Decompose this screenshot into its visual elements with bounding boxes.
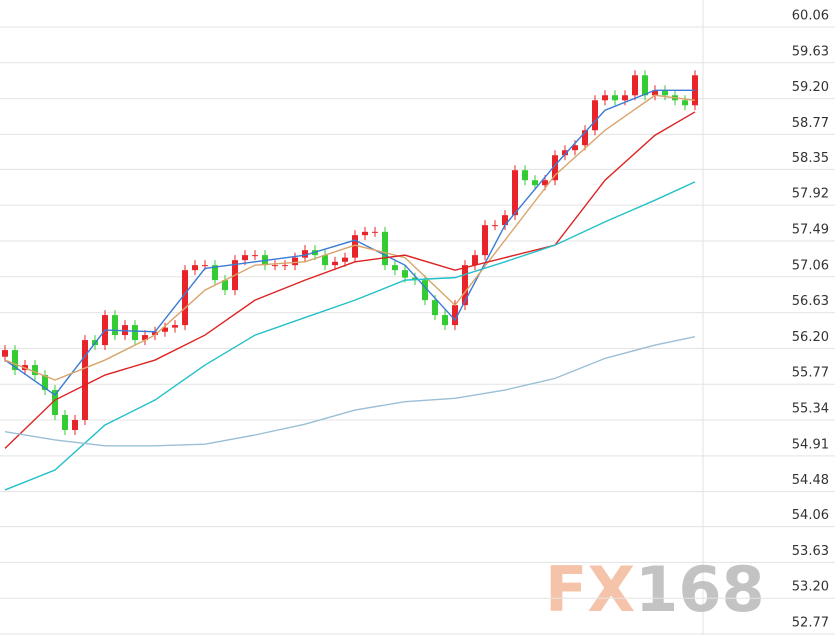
candle-body: [72, 420, 78, 431]
candle-body: [132, 325, 138, 341]
candle-body: [492, 225, 498, 227]
candle-body: [592, 100, 598, 131]
candle-body: [52, 390, 58, 416]
candle-body: [152, 331, 158, 336]
candle-body: [522, 170, 528, 181]
y-tick-label: 54.48: [792, 473, 829, 488]
candle-body: [172, 325, 178, 328]
candle-body: [82, 340, 88, 421]
y-tick-label: 54.91: [792, 437, 829, 452]
moving-average-line: [4, 181, 696, 491]
candle-body: [562, 150, 568, 156]
candle-body: [622, 95, 628, 101]
y-tick-label: 56.20: [792, 330, 829, 345]
candle-body: [452, 305, 458, 326]
y-tick-label: 59.63: [792, 44, 829, 59]
candle-body: [512, 170, 518, 216]
y-tick-label: 55.34: [792, 402, 829, 417]
y-tick-label: 57.49: [792, 222, 829, 237]
moving-average-line: [4, 89, 695, 396]
y-tick-label: 52.77: [792, 616, 829, 631]
candle-body: [142, 335, 148, 341]
candle-body: [612, 95, 618, 101]
candle-body: [422, 280, 428, 301]
candle-body: [282, 265, 288, 267]
candle-body: [632, 75, 638, 96]
candle-body: [392, 265, 398, 271]
y-tick-label: 57.06: [792, 258, 829, 273]
candle-body: [642, 75, 648, 96]
candle-body: [212, 265, 218, 281]
candle-body: [442, 315, 448, 326]
candle-body: [602, 95, 608, 101]
y-tick-label: 60.06: [792, 9, 829, 24]
candle-body: [322, 255, 328, 266]
candle-body: [462, 265, 468, 306]
y-tick-label: 58.77: [792, 116, 829, 131]
candle-body: [362, 231, 368, 236]
candle-body: [222, 280, 228, 291]
candle-body: [252, 255, 258, 257]
candle-body: [572, 145, 578, 151]
candle-body: [372, 231, 378, 233]
moving-average-line: [4, 336, 696, 447]
candle-body: [662, 90, 668, 96]
candle-body: [12, 350, 18, 371]
candle-body: [472, 255, 478, 266]
candle-body: [202, 265, 208, 267]
candle-body: [412, 277, 418, 281]
y-tick-label: 58.35: [792, 151, 829, 166]
candle-body: [532, 180, 538, 186]
candle-body: [432, 300, 438, 316]
y-tick-label: 56.63: [792, 294, 829, 309]
candle-body: [582, 130, 588, 146]
candle-body: [42, 375, 48, 391]
candle-body: [552, 155, 558, 181]
candle-body: [302, 250, 308, 258]
y-tick-label: 59.20: [792, 80, 829, 95]
candle-body: [192, 265, 198, 271]
moving-average-line: [4, 111, 696, 449]
candle-body: [482, 225, 488, 256]
y-tick-label: 53.63: [792, 544, 829, 559]
candle-body: [162, 327, 168, 332]
candle-body: [332, 261, 338, 266]
candle-body: [112, 315, 118, 336]
y-tick-label: 55.77: [792, 366, 829, 381]
candle-body: [352, 235, 358, 258]
candle-body: [2, 350, 8, 357]
candle-body: [402, 270, 408, 278]
candle-body: [502, 215, 508, 226]
candle-body: [542, 180, 548, 186]
y-tick-label: 54.06: [792, 508, 829, 523]
candle-body: [272, 265, 278, 267]
watermark: FX168: [545, 553, 765, 626]
candle-body: [292, 257, 298, 266]
moving-average-line: [4, 94, 696, 381]
candle-body: [242, 255, 248, 261]
candle-body: [682, 100, 688, 106]
candle-body: [652, 90, 658, 96]
y-tick-label: 57.92: [792, 187, 829, 202]
candle-body: [32, 365, 38, 376]
candle-body: [382, 231, 388, 266]
y-tick-label: 53.20: [792, 580, 829, 595]
candle-body: [182, 270, 188, 326]
candle-body: [342, 257, 348, 262]
candle-body: [62, 415, 68, 431]
